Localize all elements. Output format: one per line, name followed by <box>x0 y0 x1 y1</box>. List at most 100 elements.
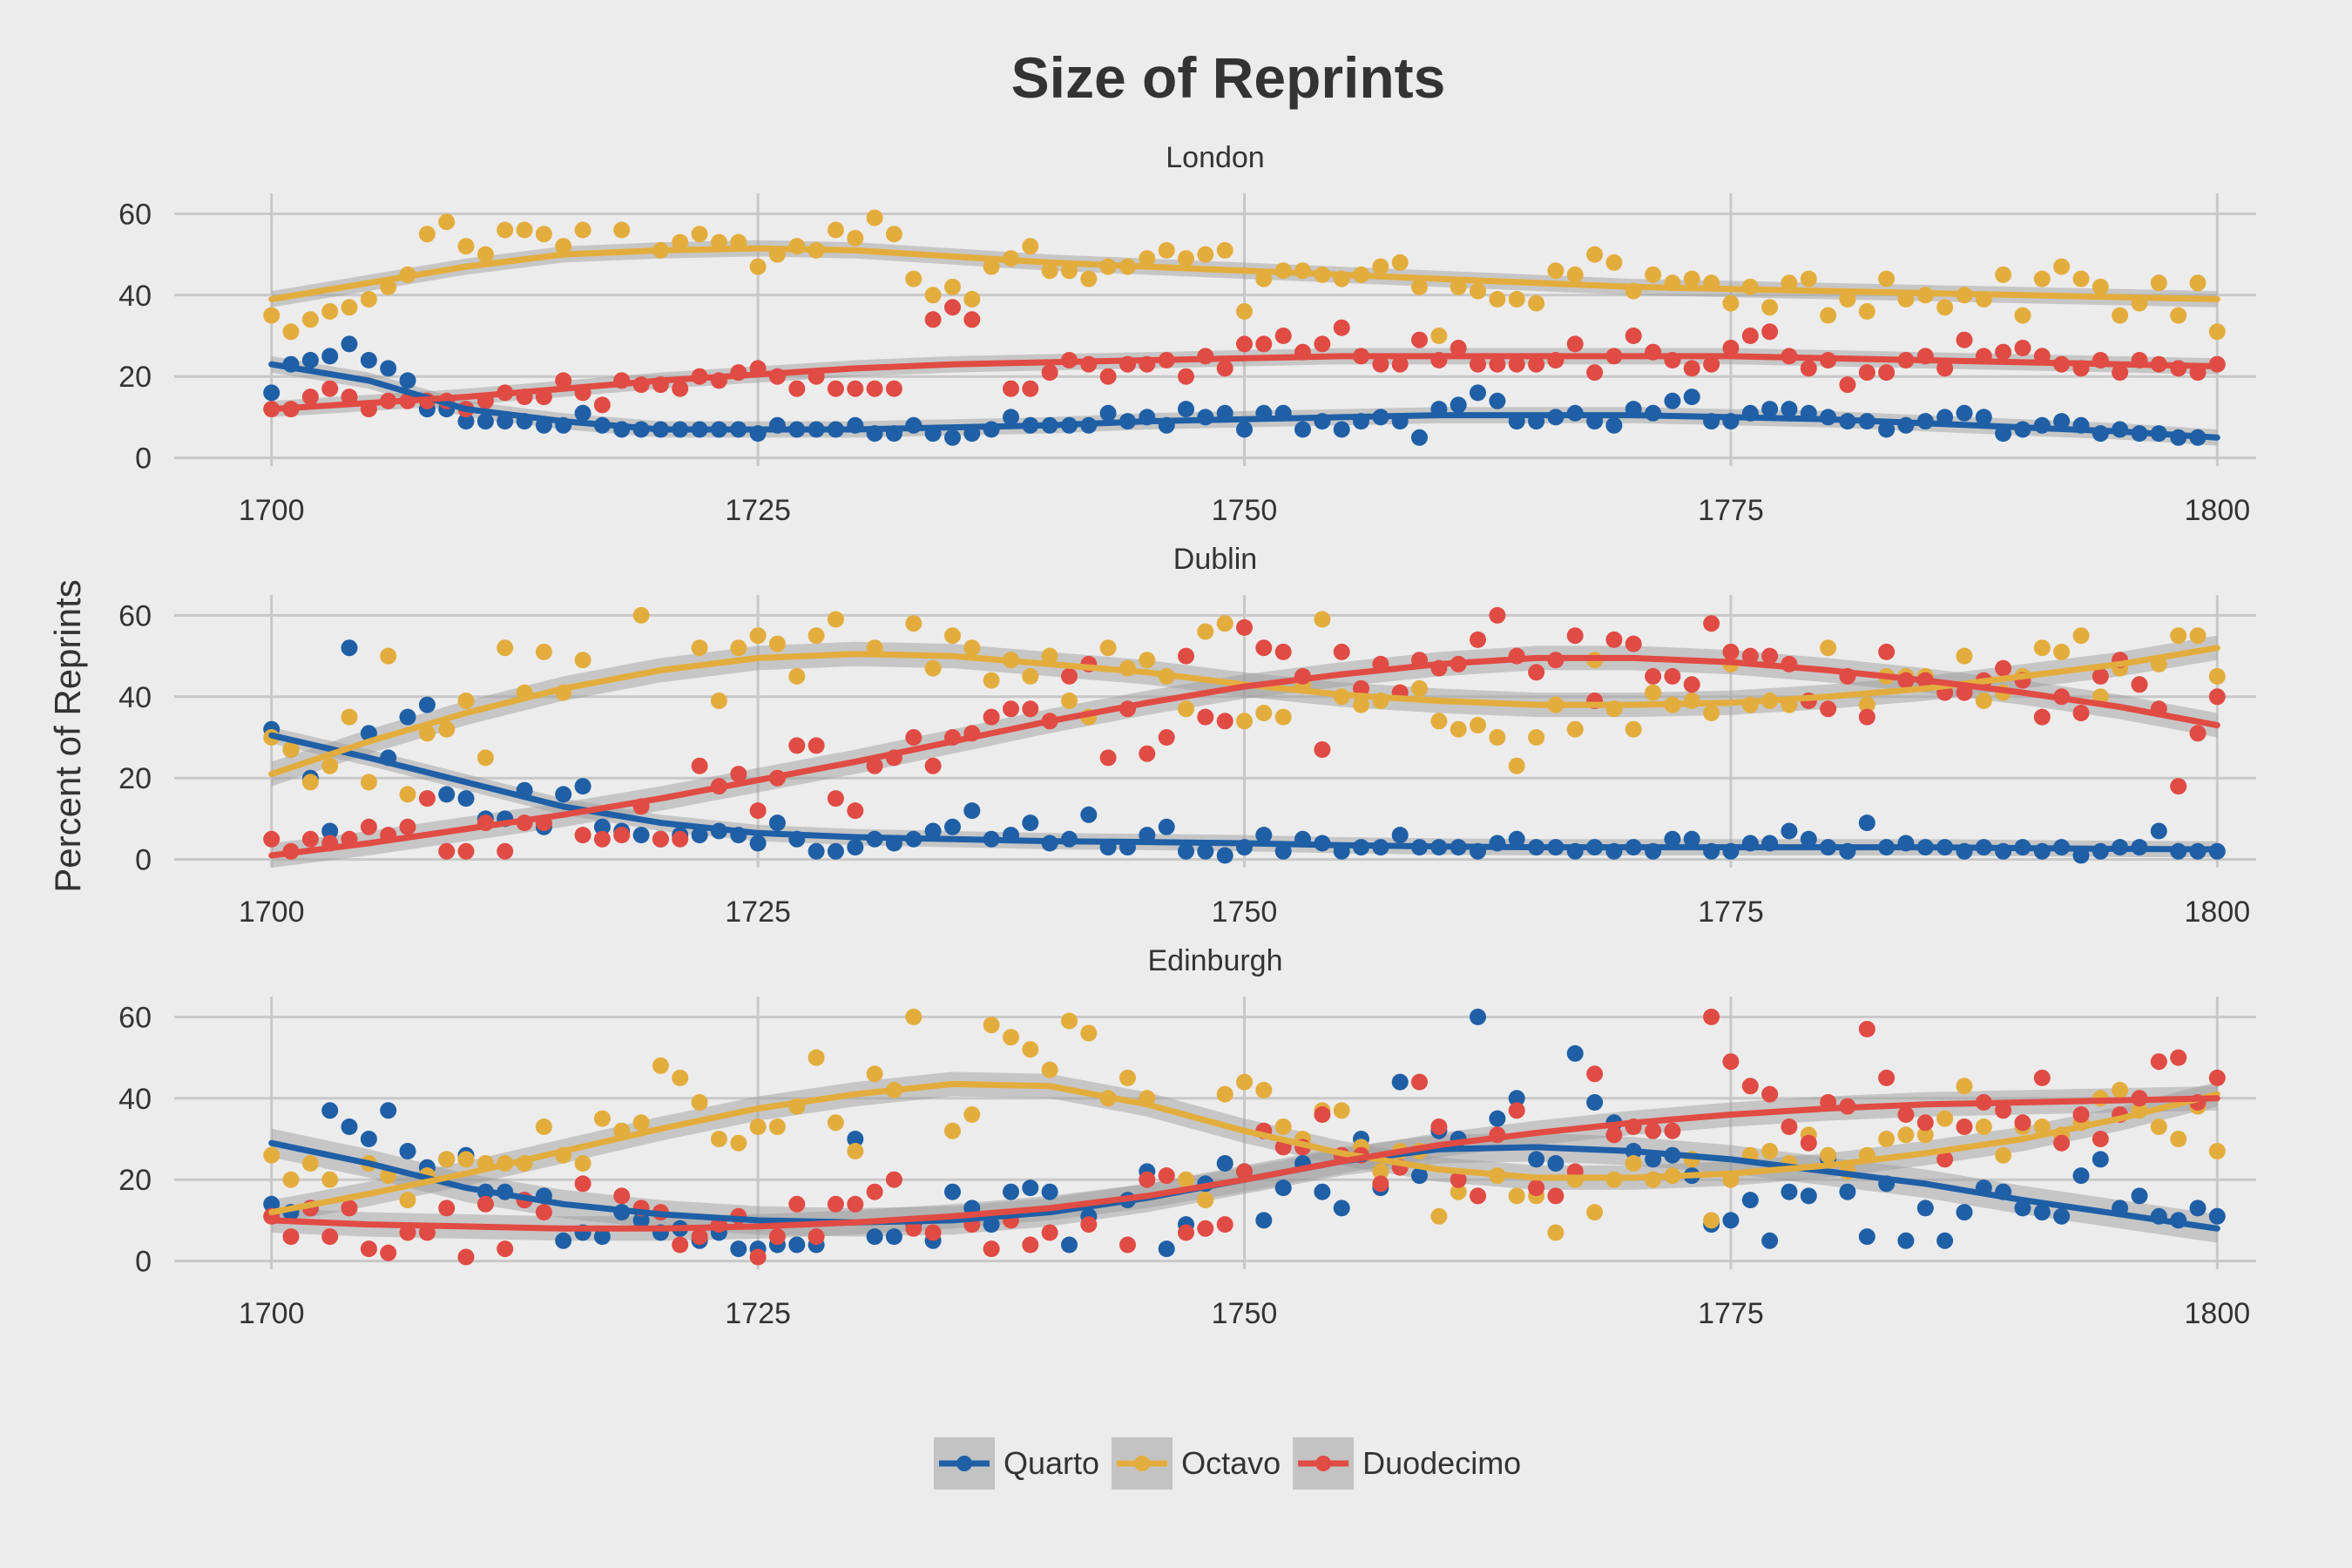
data-point-octavo <box>1080 270 1098 287</box>
data-point-quarto <box>593 818 611 835</box>
data-point-duodecimo <box>1041 364 1058 382</box>
data-point-duodecimo <box>1839 376 1856 394</box>
data-point-quarto <box>944 1183 961 1200</box>
data-point-quarto <box>418 696 436 713</box>
data-point-octavo <box>866 209 883 226</box>
legend-label-octavo: Octavo <box>1181 1445 1281 1481</box>
data-point-duodecimo <box>1722 340 1740 356</box>
data-point-duodecimo <box>885 1171 902 1188</box>
data-point-octavo <box>399 1192 416 1209</box>
data-point-duodecimo <box>1566 627 1584 645</box>
data-point-quarto <box>1508 1090 1525 1107</box>
data-point-octavo <box>1645 266 1662 283</box>
data-point-duodecimo <box>380 1244 397 1261</box>
panel-title-london: London <box>1166 141 1264 174</box>
data-point-duodecimo <box>1761 323 1779 341</box>
data-point-duodecimo <box>1936 360 1954 377</box>
data-point-octavo <box>1197 623 1214 640</box>
data-point-octavo <box>924 659 942 677</box>
data-point-duodecimo <box>749 1248 767 1266</box>
data-point-quarto <box>827 842 844 860</box>
data-point-octavo <box>983 1017 1000 1034</box>
data-point-quarto <box>1041 1183 1058 1200</box>
data-point-duodecimo <box>1703 615 1720 632</box>
data-point-octavo <box>555 238 572 255</box>
data-point-duodecimo <box>1099 749 1117 767</box>
data-point-quarto <box>1274 842 1292 860</box>
data-point-octavo <box>1995 1146 2012 1164</box>
data-point-duodecimo <box>1470 631 1486 648</box>
data-point-quarto <box>1508 830 1525 848</box>
data-point-octavo <box>418 226 436 243</box>
data-point-quarto <box>1314 1183 1331 1200</box>
legend: Quarto Octavo Duodecimo <box>934 1437 1521 1490</box>
data-point-octavo <box>847 1143 864 1159</box>
data-point-octavo <box>1003 1029 1019 1046</box>
data-point-octavo <box>632 1114 650 1132</box>
data-point-octavo <box>2170 1131 2187 1147</box>
data-point-duodecimo <box>1061 667 1078 685</box>
data-point-octavo <box>827 611 844 628</box>
data-point-quarto <box>1916 1200 1934 1217</box>
data-point-duodecimo <box>672 830 689 848</box>
trend-line-octavo <box>268 1080 2220 1216</box>
data-point-octavo <box>1858 303 1876 320</box>
data-point-duodecimo <box>847 380 864 397</box>
data-point-octavo <box>1683 270 1700 287</box>
data-point-duodecimo <box>808 1228 825 1246</box>
data-point-octavo <box>574 1155 591 1172</box>
data-point-octavo <box>1566 266 1584 283</box>
trend-line-quarto <box>268 361 2220 441</box>
data-point-duodecimo <box>1314 1106 1331 1123</box>
data-point-duodecimo <box>1858 1020 1876 1037</box>
data-point-quarto <box>847 839 864 856</box>
data-point-duodecimo <box>1236 1163 1253 1180</box>
data-point-duodecimo <box>905 1220 923 1237</box>
data-point-duodecimo <box>360 818 377 835</box>
data-point-duodecimo <box>924 1224 942 1241</box>
data-point-duodecimo <box>497 842 514 860</box>
y-tick-label: 60 <box>118 198 152 231</box>
data-point-duodecimo <box>1995 343 2012 361</box>
data-point-quarto <box>1897 1232 1915 1249</box>
data-point-octavo <box>1878 270 1896 287</box>
data-point-quarto <box>885 1228 902 1246</box>
data-point-quarto <box>301 352 319 368</box>
data-point-duodecimo <box>457 842 475 860</box>
data-point-quarto <box>341 335 358 353</box>
data-point-octavo <box>1916 1126 1934 1144</box>
data-point-octavo <box>2092 278 2109 295</box>
data-point-octavo <box>788 667 806 685</box>
data-point-duodecimo <box>1003 380 1019 397</box>
data-point-duodecimo <box>1236 618 1253 636</box>
data-point-octavo <box>944 278 961 295</box>
data-point-octavo <box>613 221 631 239</box>
data-point-octavo <box>438 1151 456 1168</box>
data-point-duodecimo <box>1216 360 1233 377</box>
data-point-quarto <box>1197 842 1214 860</box>
data-point-duodecimo <box>1216 713 1233 730</box>
data-point-octavo <box>1489 729 1506 746</box>
y-tick-label: 60 <box>118 1001 152 1034</box>
data-point-duodecimo <box>1761 647 1779 665</box>
data-point-octavo <box>321 303 339 320</box>
data-point-quarto <box>1781 822 1798 840</box>
data-point-duodecimo <box>1625 328 1642 344</box>
data-point-octavo <box>2150 1119 2167 1135</box>
data-point-duodecimo <box>1178 1224 1194 1241</box>
data-point-octavo <box>1333 1102 1350 1119</box>
data-point-duodecimo <box>1450 1171 1467 1188</box>
data-point-octavo <box>1178 250 1194 267</box>
data-point-duodecimo <box>321 1228 339 1246</box>
data-point-duodecimo <box>2092 667 2109 685</box>
data-point-octavo <box>885 226 902 243</box>
data-point-duodecimo <box>885 380 902 397</box>
data-point-duodecimo <box>1022 700 1039 718</box>
data-point-quarto <box>321 348 339 365</box>
data-point-quarto <box>321 822 339 840</box>
data-point-octavo <box>749 1119 767 1135</box>
data-point-duodecimo <box>1703 355 1720 373</box>
data-point-octavo <box>1255 1081 1273 1098</box>
data-point-quarto <box>555 786 572 803</box>
